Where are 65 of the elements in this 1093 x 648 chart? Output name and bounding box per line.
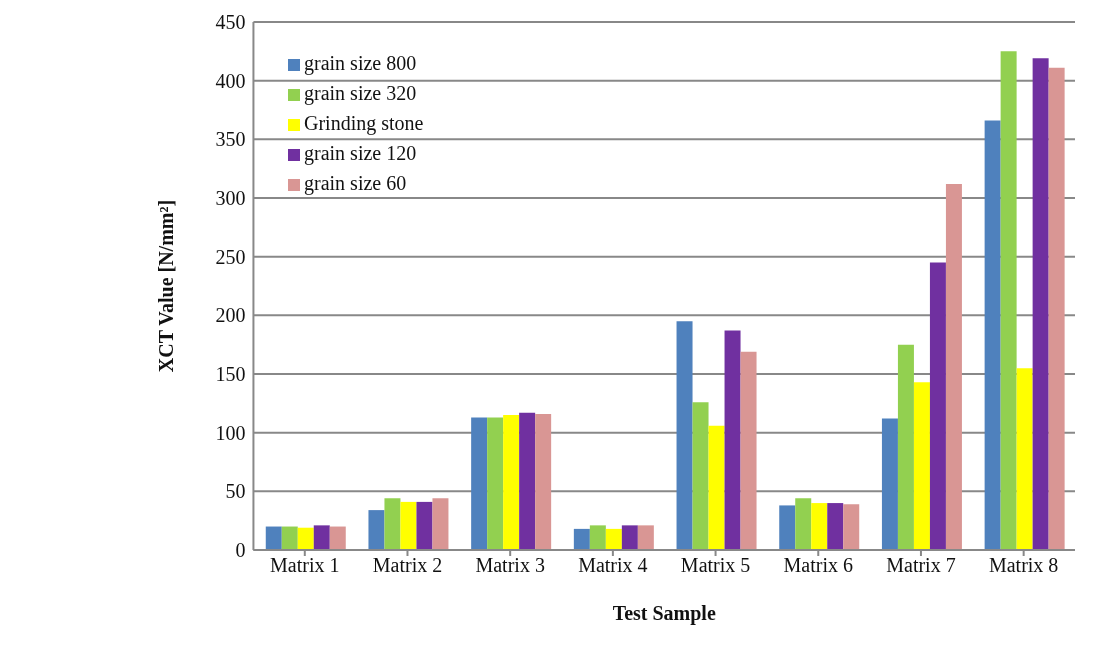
bar (605, 528, 622, 550)
bar (471, 417, 488, 550)
x-tick-label: Matrix 2 (372, 554, 443, 577)
x-tick-label: Matrix 5 (680, 554, 751, 577)
legend-label: grain size 60 (304, 172, 407, 194)
bar (637, 525, 654, 550)
bar (384, 498, 401, 550)
x-tick-label: Matrix 3 (475, 554, 545, 577)
bar (281, 526, 298, 550)
x-tick-label: Matrix 4 (578, 554, 648, 577)
bar (827, 503, 844, 550)
y-axis-title: XCT Value [N/mm²] (154, 199, 177, 373)
bar (779, 505, 796, 550)
bar (329, 526, 346, 550)
bar (400, 501, 417, 550)
x-tick-label: Matrix 8 (988, 554, 1059, 577)
legend-label: Grinding stone (304, 112, 424, 134)
legend-label: grain size 320 (304, 82, 417, 104)
y-tick-label: 50 (225, 480, 246, 503)
bar (984, 120, 1001, 550)
bar (811, 503, 828, 550)
bar (897, 344, 914, 550)
bar (945, 183, 962, 550)
bar (1032, 58, 1049, 550)
bar (535, 413, 552, 550)
y-tick-label: 450 (215, 11, 246, 34)
bar (503, 415, 520, 550)
bar (416, 501, 433, 550)
bar (1000, 51, 1017, 550)
bar (313, 525, 330, 550)
bar (843, 504, 860, 550)
y-tick-label: 300 (215, 187, 246, 210)
bar (573, 528, 590, 550)
bar (692, 402, 709, 550)
y-tick-label: 350 (215, 128, 246, 151)
bar (881, 418, 898, 550)
bar (1048, 67, 1065, 550)
y-tick-label: 100 (215, 421, 246, 444)
bar (265, 526, 282, 550)
bar (432, 498, 449, 550)
bar (708, 425, 725, 550)
y-tick-label: 400 (215, 69, 246, 92)
x-tick-label: Matrix 1 (270, 554, 340, 577)
bar (621, 525, 638, 550)
y-tick-label: 0 (235, 539, 246, 562)
bar (519, 412, 536, 550)
bar (929, 262, 946, 550)
y-tick-label: 200 (215, 304, 246, 327)
bar (1016, 368, 1033, 550)
y-tick-label: 150 (215, 363, 246, 386)
bar (487, 417, 504, 550)
x-tick-label: Matrix 6 (783, 554, 853, 577)
legend-label: grain size 120 (304, 142, 417, 164)
bar (589, 525, 606, 550)
bar (724, 330, 741, 550)
y-tick-label: 250 (215, 245, 246, 268)
legend-label: grain size 800 (304, 52, 417, 74)
bar (740, 351, 757, 550)
bar (913, 382, 930, 550)
bar (795, 498, 812, 550)
x-tick-label: Matrix 7 (886, 554, 956, 577)
bar (676, 321, 693, 550)
bar (368, 510, 385, 550)
x-axis-title: Test Sample (612, 602, 716, 625)
bar (297, 527, 314, 550)
